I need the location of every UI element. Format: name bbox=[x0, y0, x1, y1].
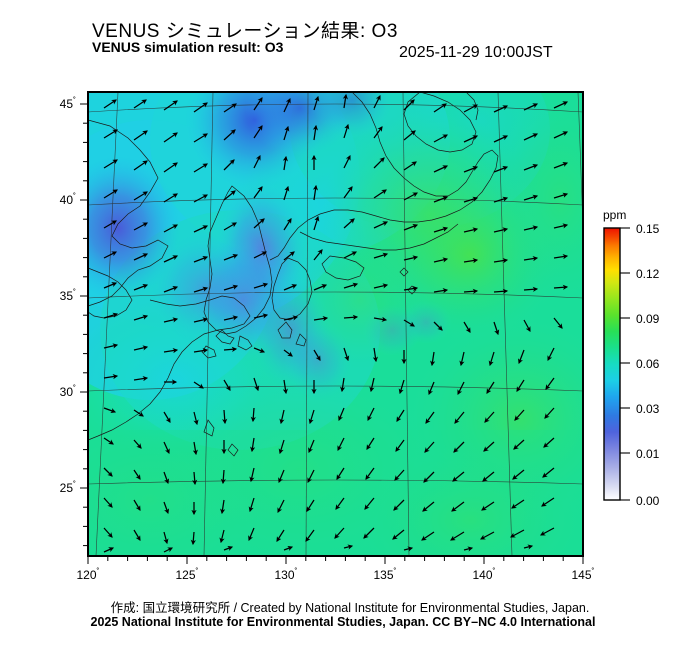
y-tick-label: 30˚ bbox=[60, 384, 76, 399]
y-tick-label: 25˚ bbox=[60, 480, 76, 495]
colorbar-tick-label: 0.00 bbox=[636, 494, 660, 508]
colorbar: ppm 0.15 0.12 0.09 0.06 0.03 0.01 0.00 bbox=[603, 208, 660, 508]
colorbar-tick-label: 0.12 bbox=[636, 267, 660, 281]
x-axis-labels: 120˚ 125˚ 130˚ 135˚ 140˚ 145˚ bbox=[76, 567, 594, 582]
colorbar-tick-label: 0.03 bbox=[636, 402, 660, 416]
graticule bbox=[88, 92, 583, 556]
ozone-field bbox=[88, 92, 583, 556]
plot-frame bbox=[87, 91, 584, 557]
valid-time-label: 2025-11-29 10:00JST bbox=[399, 44, 553, 61]
colorbar-labels: 0.15 0.12 0.09 0.06 0.03 0.01 0.00 bbox=[636, 222, 660, 508]
colorbar-tick-label: 0.01 bbox=[636, 447, 660, 461]
wind-vectors bbox=[103, 93, 569, 553]
axis-ticks bbox=[80, 103, 584, 564]
y-axis-labels: 45˚ 40˚ 35˚ 30˚ 25˚ bbox=[60, 96, 76, 495]
x-tick-label: 140˚ bbox=[472, 567, 495, 582]
y-tick-label: 35˚ bbox=[60, 288, 76, 303]
x-tick-label: 145˚ bbox=[571, 567, 594, 582]
colorbar-unit-label: ppm bbox=[603, 208, 626, 222]
colorbar-tick-label: 0.06 bbox=[636, 357, 660, 371]
attribution-line: 作成: 国立環境研究所 / Created by National Instit… bbox=[110, 601, 590, 615]
y-tick-label: 40˚ bbox=[60, 192, 76, 207]
copyright-line: 2025 National Institute for Environmenta… bbox=[0, 615, 700, 629]
page-title-english: VENUS simulation result: O3 bbox=[92, 39, 284, 55]
colorbar-tick-label: 0.09 bbox=[636, 312, 660, 326]
colorbar-gradient bbox=[603, 227, 621, 501]
x-tick-label: 120˚ bbox=[76, 567, 99, 582]
x-tick-label: 135˚ bbox=[373, 567, 396, 582]
colorbar-tick-label: 0.15 bbox=[636, 222, 660, 236]
copyright-text: 2025 National Institute for Environmenta… bbox=[90, 615, 596, 629]
page-title-japanese: VENUS シミュレーション結果: O3 bbox=[92, 21, 398, 42]
x-tick-label: 125˚ bbox=[175, 567, 198, 582]
x-tick-label: 130˚ bbox=[274, 567, 297, 582]
coastlines bbox=[88, 92, 499, 457]
y-tick-label: 45˚ bbox=[60, 96, 76, 111]
colorbar-ticks bbox=[620, 227, 630, 501]
